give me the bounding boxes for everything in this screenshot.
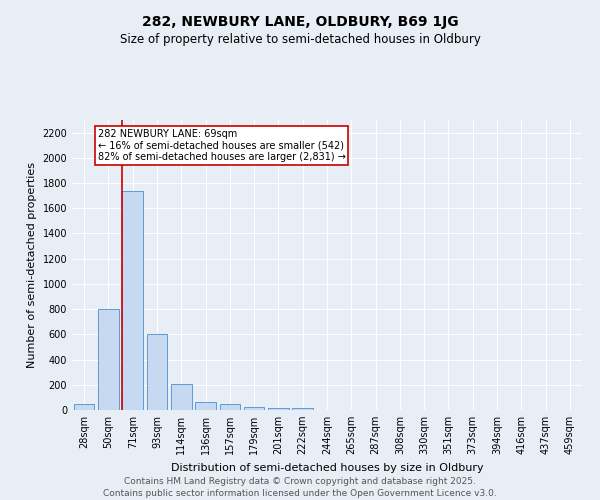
Y-axis label: Number of semi-detached properties: Number of semi-detached properties (27, 162, 37, 368)
Text: 282 NEWBURY LANE: 69sqm
← 16% of semi-detached houses are smaller (542)
82% of s: 282 NEWBURY LANE: 69sqm ← 16% of semi-de… (97, 128, 346, 162)
Text: Contains HM Land Registry data © Crown copyright and database right 2025.
Contai: Contains HM Land Registry data © Crown c… (103, 476, 497, 498)
Bar (220, 404, 240, 410)
Bar (244, 407, 265, 410)
Bar (171, 384, 191, 410)
Text: Size of property relative to semi-detached houses in Oldbury: Size of property relative to semi-detach… (119, 32, 481, 46)
Bar (292, 408, 313, 410)
Bar (268, 408, 289, 410)
Text: 282, NEWBURY LANE, OLDBURY, B69 1JG: 282, NEWBURY LANE, OLDBURY, B69 1JG (142, 15, 458, 29)
Bar (98, 309, 119, 410)
X-axis label: Distribution of semi-detached houses by size in Oldbury: Distribution of semi-detached houses by … (170, 462, 484, 472)
Bar (74, 404, 94, 410)
Bar (195, 402, 216, 410)
Bar (122, 190, 143, 410)
Bar (146, 334, 167, 410)
